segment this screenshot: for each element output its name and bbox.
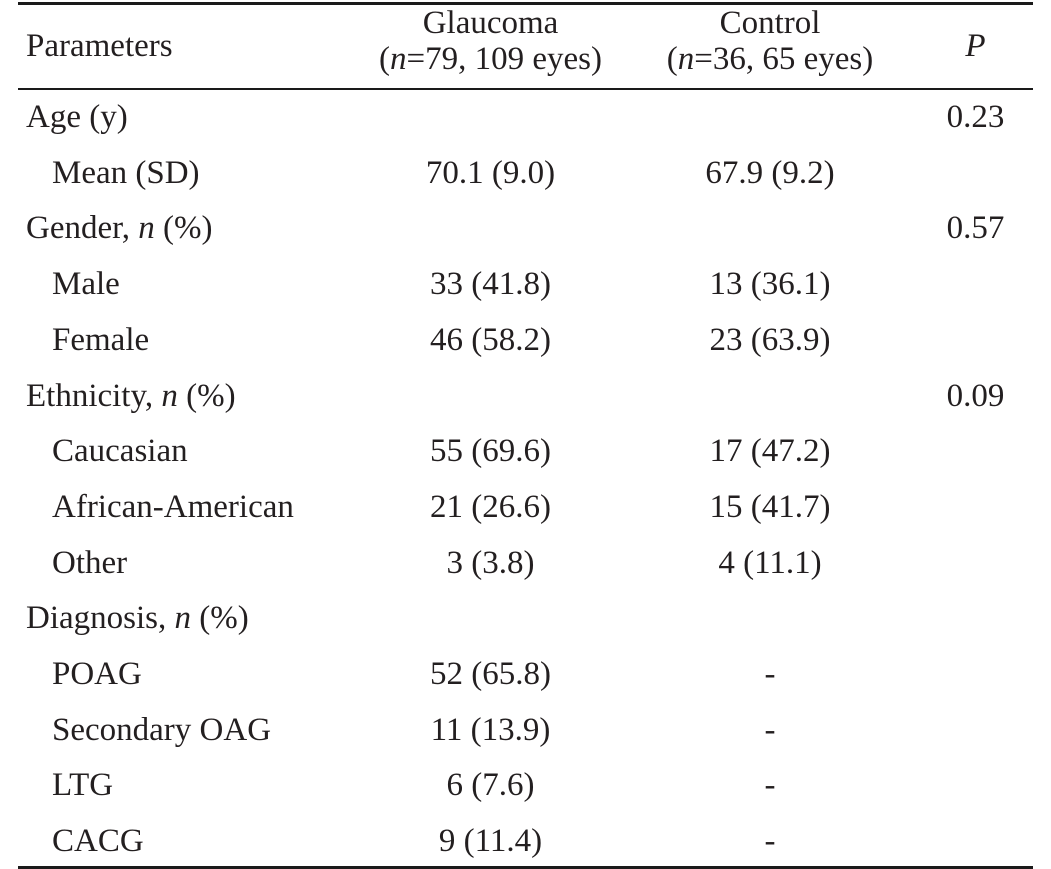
row-label-text: African-American — [52, 489, 294, 525]
row-label-n: n — [161, 378, 178, 414]
row-label-n: n — [138, 210, 155, 246]
row-label: Diagnosis, n (%) — [26, 599, 249, 637]
row-label: Gender, n (%) — [26, 209, 213, 247]
cell-control: 4 (11.1) — [718, 545, 822, 581]
cell-glaucoma: 70.1 (9.0) — [425, 155, 556, 191]
demographics-table: Parameters Glaucoma (n=79, 109 eyes) Con… — [18, 0, 1033, 869]
header-control-n: n — [677, 41, 695, 77]
row-label-text: Diagnosis, — [26, 600, 175, 636]
cell-glaucoma: 21 (26.6) — [430, 489, 551, 525]
header-control: Control (n=36, 65 eyes) — [650, 5, 890, 77]
cell-glaucoma: 11 (13.9) — [430, 712, 551, 748]
row-label: African-American — [52, 488, 294, 526]
row-label: POAG — [52, 655, 142, 693]
header-control-title: Control — [719, 5, 821, 41]
row-label-text: Age (y) — [26, 99, 128, 135]
row-label-suffix: (%) — [191, 600, 249, 636]
row-label: Ethnicity, n (%) — [26, 377, 236, 415]
header-glaucoma-title: Glaucoma — [422, 5, 559, 41]
cell-glaucoma: 46 (58.2) — [430, 322, 551, 358]
cell-glaucoma: 55 (69.6) — [430, 433, 551, 469]
row-label: Other — [52, 544, 127, 582]
row-label-text: Caucasian — [52, 433, 188, 469]
header-glaucoma-n: n — [390, 41, 407, 77]
row-label-text: Ethnicity, — [26, 378, 162, 414]
header-p-label: P — [965, 28, 986, 64]
row-label-n: n — [174, 600, 192, 636]
row-label: Male — [52, 265, 120, 303]
cell-control: 17 (47.2) — [709, 433, 831, 469]
row-label: Caucasian — [52, 432, 188, 470]
cell-control: 15 (41.7) — [709, 489, 831, 525]
row-label: CACG — [52, 822, 144, 860]
row-label-text: Gender, — [26, 210, 139, 246]
row-label: Mean (SD) — [52, 154, 200, 192]
row-label-text: POAG — [52, 656, 142, 692]
cell-control: - — [764, 656, 776, 692]
table-bottom-rule — [18, 866, 1033, 869]
table-top-rule — [18, 2, 1033, 5]
cell-p-value: 0.09 — [946, 378, 1005, 414]
header-p-value: P — [918, 27, 1033, 65]
cell-p-value: 0.57 — [946, 210, 1005, 246]
table-header-rule — [18, 88, 1033, 90]
row-label: LTG — [52, 766, 113, 804]
header-parameters: Parameters — [26, 28, 173, 64]
header-glaucoma-sample: (n=79, 109 eyes) — [379, 41, 603, 77]
header-glaucoma: Glaucoma (n=79, 109 eyes) — [358, 5, 623, 77]
row-label: Secondary OAG — [52, 711, 271, 749]
cell-control: - — [764, 823, 776, 859]
row-label-text: Male — [52, 266, 120, 302]
cell-glaucoma: 6 (7.6) — [446, 767, 535, 803]
row-label-text: Female — [52, 322, 150, 358]
row-label: Age (y) — [26, 98, 128, 136]
row-label-text: Mean (SD) — [52, 155, 200, 191]
cell-p-value: 0.23 — [946, 99, 1005, 135]
row-label-text: LTG — [52, 767, 114, 803]
cell-glaucoma: 3 (3.8) — [446, 545, 535, 581]
cell-control: - — [764, 767, 776, 803]
row-label-text: Other — [52, 545, 128, 581]
cell-control: 23 (63.9) — [709, 322, 831, 358]
cell-control: - — [764, 712, 776, 748]
cell-glaucoma: 52 (65.8) — [430, 656, 551, 692]
header-control-count: =36, 65 eyes) — [694, 41, 874, 77]
header-control-sample: (n=36, 65 eyes) — [666, 41, 874, 77]
cell-control: 67.9 (9.2) — [705, 155, 835, 191]
cell-control: 13 (36.1) — [709, 266, 831, 302]
row-label-suffix: (%) — [177, 378, 236, 414]
row-label-suffix: (%) — [154, 210, 213, 246]
header-glaucoma-count: =79, 109 eyes) — [406, 41, 603, 77]
row-label-text: CACG — [52, 823, 144, 859]
cell-glaucoma: 9 (11.4) — [438, 823, 543, 859]
row-label: Female — [52, 321, 149, 359]
row-label-text: Secondary OAG — [52, 712, 272, 748]
cell-glaucoma: 33 (41.8) — [430, 266, 551, 302]
